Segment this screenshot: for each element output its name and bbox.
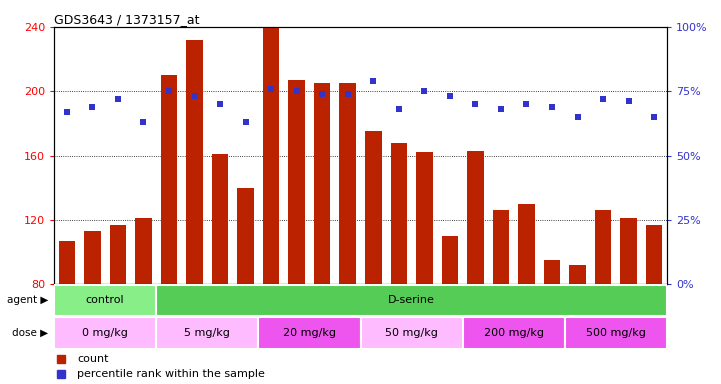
Bar xyxy=(186,40,203,284)
Bar xyxy=(110,225,126,284)
Text: GDS3643 / 1373157_at: GDS3643 / 1373157_at xyxy=(54,13,200,26)
Text: 500 mg/kg: 500 mg/kg xyxy=(586,328,646,338)
Text: agent ▶: agent ▶ xyxy=(6,295,48,306)
Text: 0 mg/kg: 0 mg/kg xyxy=(82,328,128,338)
Text: D-serine: D-serine xyxy=(388,295,435,306)
Text: 50 mg/kg: 50 mg/kg xyxy=(385,328,438,338)
Bar xyxy=(314,83,330,284)
Bar xyxy=(463,318,565,349)
Bar xyxy=(360,318,463,349)
Bar xyxy=(156,318,258,349)
Bar xyxy=(467,151,484,284)
Bar xyxy=(258,318,360,349)
Bar xyxy=(492,210,509,284)
Text: count: count xyxy=(77,354,109,364)
Bar xyxy=(54,318,156,349)
Bar xyxy=(365,131,381,284)
Bar xyxy=(156,285,667,316)
Bar xyxy=(58,241,75,284)
Text: 200 mg/kg: 200 mg/kg xyxy=(484,328,544,338)
Text: percentile rank within the sample: percentile rank within the sample xyxy=(77,369,265,379)
Bar xyxy=(54,285,156,316)
Bar xyxy=(518,204,535,284)
Bar xyxy=(161,75,177,284)
Bar xyxy=(646,225,663,284)
Bar xyxy=(340,83,356,284)
Text: control: control xyxy=(86,295,125,306)
Bar xyxy=(84,231,101,284)
Bar xyxy=(565,318,667,349)
Bar xyxy=(595,210,611,284)
Bar xyxy=(416,152,433,284)
Bar xyxy=(391,143,407,284)
Bar xyxy=(135,218,151,284)
Bar xyxy=(441,236,458,284)
Bar xyxy=(570,265,586,284)
Bar xyxy=(212,154,229,284)
Bar xyxy=(288,80,305,284)
Text: dose ▶: dose ▶ xyxy=(12,328,48,338)
Bar xyxy=(237,188,254,284)
Text: 20 mg/kg: 20 mg/kg xyxy=(283,328,336,338)
Bar xyxy=(620,218,637,284)
Bar xyxy=(544,260,560,284)
Bar xyxy=(263,27,280,284)
Text: 5 mg/kg: 5 mg/kg xyxy=(185,328,230,338)
